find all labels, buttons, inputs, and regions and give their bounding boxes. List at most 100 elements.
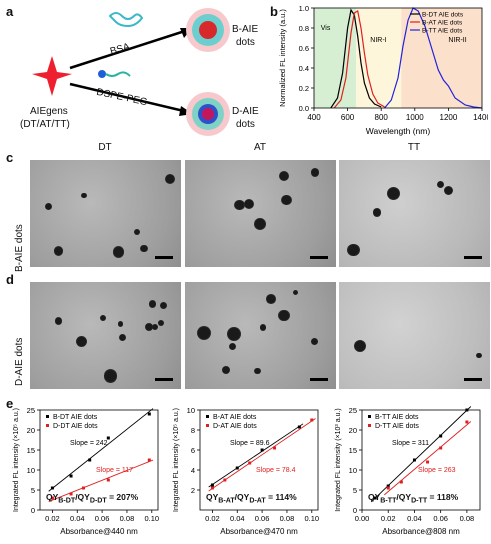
scale-bar	[464, 256, 482, 259]
nanoparticle	[443, 185, 453, 196]
slope-label-1: Slope = 117	[96, 467, 133, 474]
x-tick-label-4: 1200	[440, 113, 458, 122]
qy-ratio-label: QYB-TT/QYD-TT = 118%	[368, 492, 458, 505]
x-tick-label-1: 0.04	[70, 514, 85, 523]
nanoparticle	[140, 244, 148, 253]
fit-line-1	[383, 421, 472, 496]
nanoparticle	[158, 319, 164, 326]
y-tick-label-3: 15	[349, 446, 357, 455]
x-axis-label: Absorbance@440 nm	[60, 527, 138, 536]
y-tick-label-1: 4	[191, 466, 195, 475]
panel-label-a: a	[6, 4, 14, 19]
x-tick-label-1: 0.04	[230, 514, 245, 523]
legend-entry-2: B-TT AIE dots	[422, 28, 463, 35]
x-tick-label-0: 0.02	[205, 514, 220, 523]
nanoparticle	[253, 218, 266, 231]
tem-image-b-at	[185, 160, 336, 267]
data-point	[50, 496, 54, 500]
legend-entry-0: B-DT AIE dots	[422, 12, 464, 19]
y-axis-label: Integrated FL intensity (×10³ a.u.)	[335, 408, 342, 511]
region-nir-ii	[401, 8, 482, 108]
y-tick-label-3: 0.6	[299, 44, 309, 53]
x-axis-label: Absorbance@808 nm	[382, 527, 460, 536]
y-tick-label-0: 2	[191, 486, 195, 495]
nanoparticle	[281, 195, 292, 206]
nanoparticle	[266, 294, 277, 304]
nanoparticle	[159, 301, 167, 309]
col-title-tt: TT	[407, 142, 421, 153]
qy-ratio-label: QYB-DT/QYD-DT = 207%	[46, 492, 138, 505]
row-label-d-aie: D-AIE dots	[14, 337, 25, 386]
data-point	[465, 408, 469, 412]
scale-bar	[464, 378, 482, 381]
x-tick-label-4: 0.10	[304, 514, 319, 523]
nanoparticle	[148, 300, 157, 308]
nanoparticle	[81, 192, 87, 199]
bsa-protein-icon	[108, 12, 144, 28]
col-title-dt: DT	[98, 142, 112, 153]
b-aie-dot-icon	[186, 8, 230, 52]
x-tick-label-4: 0.08	[460, 514, 475, 523]
panel-label-d: d	[6, 272, 14, 287]
x-tick-label-1: 600	[341, 113, 355, 122]
plot-frame	[39, 409, 159, 511]
aiegen-star-icon	[32, 56, 72, 96]
nanoparticle	[229, 343, 237, 351]
y-tick-label-4: 10	[187, 406, 195, 415]
region-label-nir-i: NIR-I	[370, 37, 386, 44]
data-point	[106, 436, 110, 440]
x-tick-label-3: 0.08	[280, 514, 295, 523]
d-aie-label-2: dots	[236, 119, 255, 130]
slope-label-0: Slope = 311	[392, 440, 429, 447]
fit-line-0	[208, 423, 304, 488]
data-point	[386, 486, 390, 490]
nanoparticle	[164, 173, 176, 185]
x-tick-label-2: 0.06	[95, 514, 110, 523]
tem-image-d-dt	[30, 282, 181, 389]
y-tick-label-0: 0	[31, 506, 35, 515]
legend-marker-0	[368, 415, 371, 418]
nanoparticle	[151, 323, 159, 330]
data-point	[235, 466, 239, 470]
aiegen-sublabel: (DT/AT/TT)	[20, 119, 70, 130]
data-point	[50, 486, 54, 490]
nanoparticle	[53, 245, 64, 256]
fit-line-1	[208, 418, 316, 492]
data-point	[147, 412, 151, 416]
region-nir-i	[356, 8, 402, 108]
y-tick-label-5: 25	[27, 406, 35, 415]
legend-marker-1	[206, 424, 209, 427]
y-tick-label-1: 5	[353, 486, 357, 495]
x-tick-label-3: 0.08	[120, 514, 135, 523]
data-point	[223, 478, 227, 482]
nanoparticle	[254, 367, 261, 375]
peg-molecule-icon	[98, 70, 131, 78]
data-point	[373, 496, 377, 500]
y-tick-label-0: 0	[353, 506, 357, 515]
nanoparticle	[112, 245, 125, 258]
row-label-b-aie: B-AIE dots	[14, 224, 25, 272]
nanoparticle	[118, 333, 126, 341]
data-point	[147, 458, 151, 462]
data-point	[310, 418, 314, 422]
panel-label-b: b	[270, 4, 278, 19]
x-axis-label: Wavelength (nm)	[366, 126, 431, 136]
plot-frame	[361, 409, 481, 511]
region-label-nir-ii: NIR-II	[448, 37, 466, 44]
nanoparticle	[387, 187, 401, 201]
data-point	[210, 486, 214, 490]
tem-image-d-tt	[339, 282, 490, 389]
y-tick-label-5: 25	[349, 406, 357, 415]
series-line-0	[330, 8, 382, 109]
data-point	[81, 486, 85, 490]
data-point	[210, 483, 214, 487]
nanoparticle	[310, 168, 320, 177]
series-line-1	[333, 10, 385, 109]
y-tick-label-4: 20	[349, 426, 357, 435]
y-tick-label-2: 0.4	[299, 64, 309, 73]
x-tick-label-1: 0.02	[381, 514, 396, 523]
x-tick-label-2: 800	[375, 113, 389, 122]
nanoparticle	[75, 336, 87, 348]
col-title-at: AT	[253, 142, 267, 153]
region-label-vis: Vis	[321, 25, 331, 32]
